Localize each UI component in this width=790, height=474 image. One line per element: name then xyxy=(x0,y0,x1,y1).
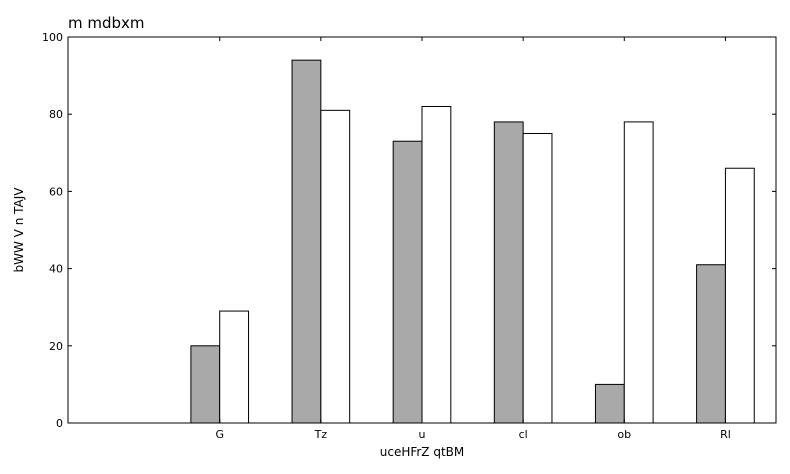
y-tick-label: 100 xyxy=(42,31,63,44)
x-axis-ticks: G Tz u cl ob Rl xyxy=(215,37,731,441)
x-tick-label-Tz: Tz xyxy=(314,428,328,441)
y-tick-label: 80 xyxy=(49,108,63,121)
y-tick-label: 0 xyxy=(56,417,63,430)
y-tick-label: 40 xyxy=(49,263,63,276)
bar-series1-u xyxy=(392,140,423,424)
y-tick-label: 20 xyxy=(49,340,63,353)
bar-series2-G xyxy=(219,310,250,424)
x-tick-label-u: u xyxy=(419,428,426,441)
bar-series1-G xyxy=(190,345,221,424)
bar-series1-ob xyxy=(594,383,625,424)
y-axis-ticks: 0 20 40 60 80 100 xyxy=(42,31,776,430)
bar-series2-cl xyxy=(522,133,553,424)
bar-series2-Tz xyxy=(320,109,351,424)
bar-series2-Rl xyxy=(724,167,755,424)
bar-series2-u xyxy=(421,105,452,424)
x-tick-label-ob: ob xyxy=(617,428,631,441)
bar-series1-cl xyxy=(493,121,524,424)
bar-series2-ob xyxy=(623,121,654,424)
chart-title: m mdbxm xyxy=(68,14,145,32)
x-tick-label-cl: cl xyxy=(519,428,528,441)
x-tick-label-G: G xyxy=(215,428,224,441)
bars-group xyxy=(190,59,755,424)
x-axis-label: uceHFrZ qtBM xyxy=(380,445,465,459)
y-tick-label: 60 xyxy=(49,185,63,198)
bar-series1-Tz xyxy=(291,59,322,424)
bar-series1-Rl xyxy=(696,264,726,424)
y-axis-label: bWW V n TAJV xyxy=(12,187,26,273)
x-tick-label-Rl: Rl xyxy=(720,428,731,441)
